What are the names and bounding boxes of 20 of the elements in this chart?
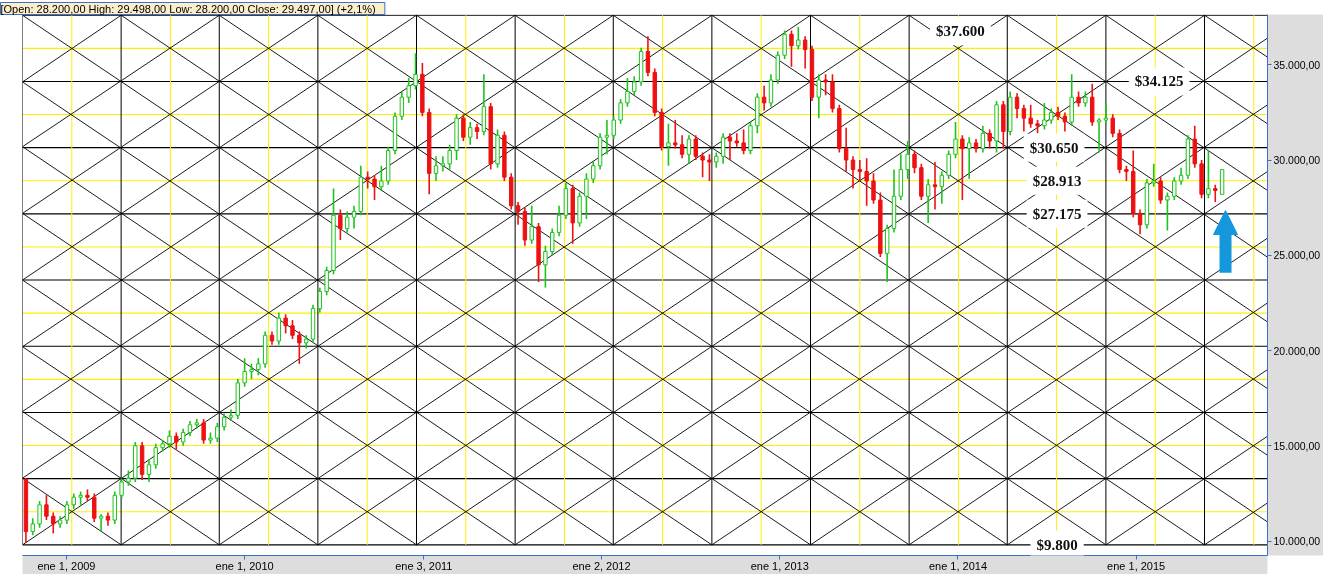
x-tick-label: ene 1, 2015 [1107, 559, 1166, 572]
x-tick-label: ene 1, 2009 [37, 559, 96, 572]
annotation: $30.650 [1029, 139, 1079, 156]
annotation: $37.600 [936, 23, 985, 40]
y-tick-label: 30.000,00 [1273, 154, 1321, 167]
x-tick-label: ene 3, 2011 [395, 559, 453, 572]
y-tick-label: 20.000,00 [1273, 344, 1321, 357]
x-tick-label: ene 1, 2013 [750, 559, 809, 572]
x-tick-label: ene 2, 2012 [572, 559, 631, 572]
y-tick-label: 10.000,00 [1273, 535, 1321, 548]
annotation: $28.913 [1032, 172, 1082, 189]
x-tick-label: ene 1, 2010 [215, 559, 274, 572]
y-tick-label: 15.000,00 [1273, 439, 1321, 452]
annotation: $9.800 [1036, 536, 1078, 553]
x-tick-label: ene 1, 2014 [928, 559, 988, 572]
y-tick-label: 35.000,00 [1273, 58, 1321, 71]
y-tick-label: 25.000,00 [1273, 249, 1321, 262]
annotation: $34.125 [1134, 73, 1184, 90]
chart-title: [Open: 28.200,00 High: 29.498,00 Low: 28.200,00 Close: 29.497,00] (+2,1%) [0, 2, 376, 15]
annotation: $27.175 [1032, 205, 1082, 222]
